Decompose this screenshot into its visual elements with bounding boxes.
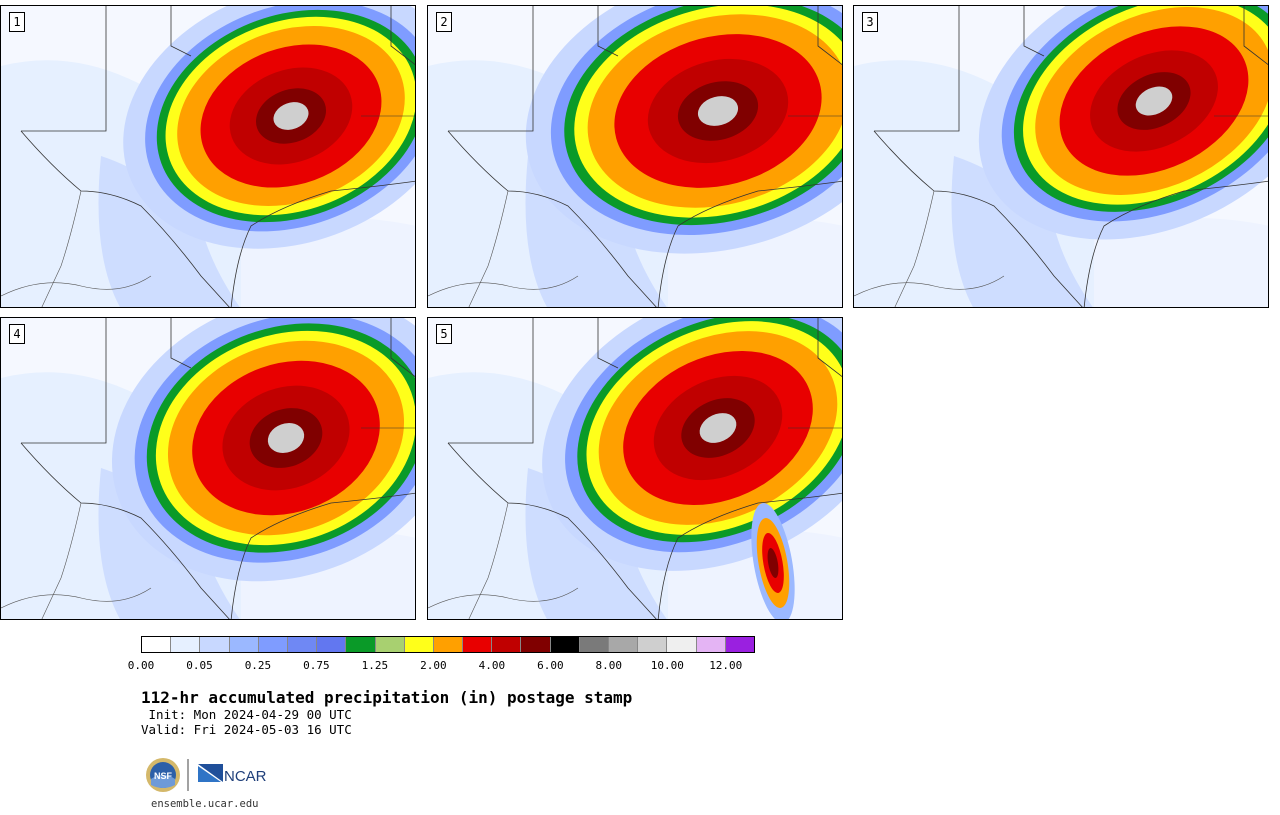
colorbar-swatch: [346, 637, 376, 652]
colorbar-tick-label: 0.05: [186, 659, 213, 672]
colorbar: [141, 636, 755, 653]
colorbar-tick-label: 10.00: [650, 659, 684, 672]
colorbar-tick-label: 2.00: [420, 659, 447, 672]
colorbar-swatch: [492, 637, 522, 652]
site-url: ensemble.ucar.edu: [151, 798, 259, 810]
colorbar-swatch: [171, 637, 201, 652]
svg-text:NSF: NSF: [154, 771, 173, 781]
colorbar-swatch: [200, 637, 230, 652]
colorbar-swatch: [375, 637, 405, 652]
colorbar-swatch: [258, 637, 288, 652]
colorbar-swatch: [404, 637, 434, 652]
colorbar-tick-label: 0.25: [244, 659, 272, 672]
panel-label: 1: [9, 12, 25, 32]
colorbar-swatch: [696, 637, 726, 652]
precip-map: [1, 6, 415, 307]
colorbar-swatch: [609, 637, 639, 652]
map-panel-4: 4: [0, 317, 416, 620]
colorbar-swatch: [579, 637, 609, 652]
colorbar-tick-label: 0.00: [127, 659, 155, 672]
precip-map: [854, 6, 1268, 307]
colorbar-swatch: [463, 637, 493, 652]
valid-time: Valid: Fri 2024-05-03 16 UTC: [141, 722, 352, 737]
ncar-logo-icon: NCAR: [198, 764, 267, 785]
precip-map: [428, 318, 842, 619]
precip-map: [428, 6, 842, 307]
panel-label: 5: [436, 324, 452, 344]
svg-text:NCAR: NCAR: [224, 768, 267, 785]
colorbar-tick-label: 4.00: [478, 659, 506, 672]
colorbar-swatch: [521, 637, 551, 652]
logos: NSF NCAR: [146, 758, 267, 792]
colorbar-tick-label: 12.00: [709, 659, 743, 672]
colorbar-swatch: [725, 637, 754, 652]
colorbar-swatch: [317, 637, 347, 652]
colorbar-swatch: [287, 637, 318, 652]
colorbar-swatch: [550, 637, 580, 652]
map-panel-3: 3: [853, 5, 1269, 308]
colorbar-tick-label: 8.00: [595, 659, 623, 672]
precip-map: [1, 318, 415, 619]
colorbar-tick-label: 1.25: [361, 659, 389, 672]
chart-title: 112-hr accumulated precipitation (in) po…: [141, 688, 633, 707]
nsf-logo-icon: NSF: [146, 758, 180, 792]
panel-label: 3: [862, 12, 878, 32]
panel-label: 2: [436, 12, 452, 32]
panel-label: 4: [9, 324, 25, 344]
init-time: Init: Mon 2024-04-29 00 UTC: [141, 707, 352, 722]
map-panel-5: 5: [427, 317, 843, 620]
colorbar-tick-label: 0.75: [303, 659, 330, 672]
colorbar-swatch: [667, 637, 697, 652]
map-panel-2: 2: [427, 5, 843, 308]
colorbar-swatch: [142, 637, 172, 652]
colorbar-swatch: [433, 637, 464, 652]
colorbar-tick-label: 6.00: [537, 659, 564, 672]
colorbar-swatch: [638, 637, 668, 652]
colorbar-swatch: [229, 637, 259, 652]
map-panel-1: 1: [0, 5, 416, 308]
